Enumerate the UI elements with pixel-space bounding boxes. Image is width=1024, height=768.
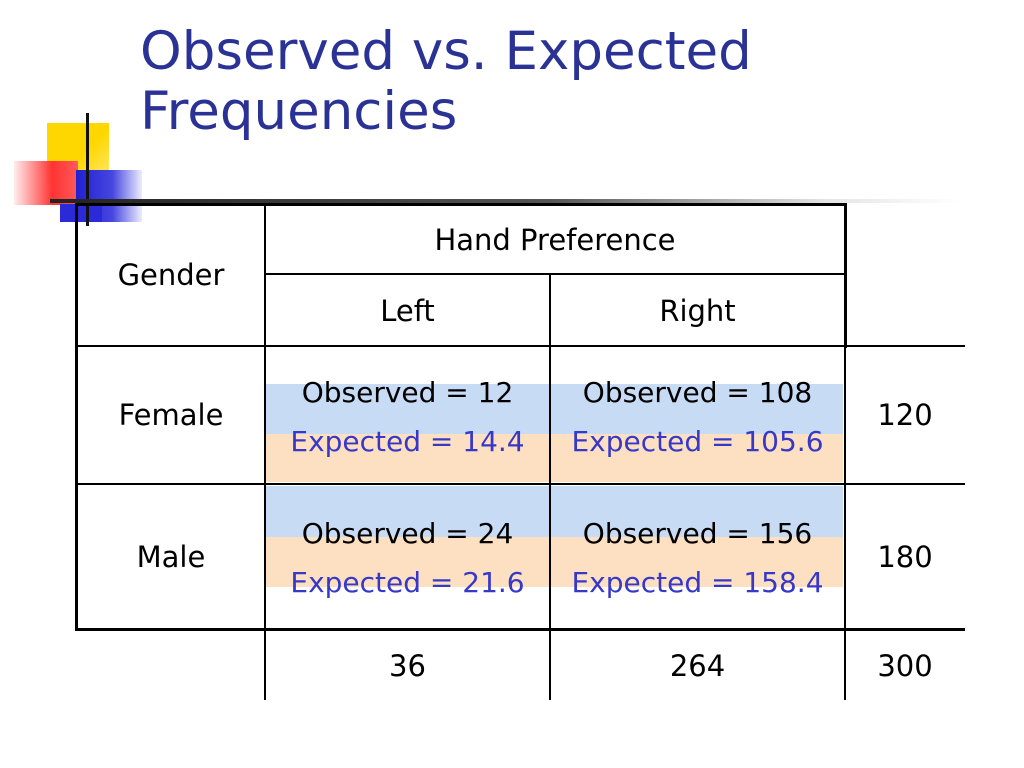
female-left-observed: Observed = 12	[301, 375, 514, 409]
grid-line-row-2	[78, 483, 965, 485]
slide-title: Observed vs. Expected Frequencies	[140, 22, 1000, 142]
row-label-female: Female	[118, 398, 224, 432]
table-border-left	[75, 203, 78, 631]
female-observed-band	[265, 384, 843, 434]
grand-total: 300	[877, 649, 933, 683]
grid-line-col-3	[844, 346, 846, 700]
female-left-expected: Expected = 14.4	[290, 424, 525, 458]
female-row-total: 120	[877, 398, 933, 432]
female-expected-band	[265, 434, 843, 482]
male-right-observed: Observed = 156	[582, 516, 813, 550]
right-column-total: 264	[669, 649, 726, 683]
female-right-expected: Expected = 105.6	[571, 424, 824, 458]
column-group-header: Hand Preference	[434, 223, 676, 257]
slide-title-line-2: Frequencies	[140, 81, 458, 142]
male-observed-band	[265, 486, 843, 537]
table-border-top	[75, 203, 847, 206]
left-column-total: 36	[389, 649, 426, 683]
grid-line-row-1	[78, 345, 965, 347]
male-right-expected: Expected = 158.4	[571, 565, 824, 599]
table-border-bottom	[75, 628, 965, 631]
row-label-male: Male	[136, 540, 206, 574]
male-left-expected: Expected = 21.6	[290, 565, 525, 599]
grid-line-header	[264, 273, 846, 275]
row-header-gender: Gender	[117, 258, 225, 292]
male-left-observed: Observed = 24	[301, 516, 514, 550]
slide-title-line-1: Observed vs. Expected	[140, 21, 752, 82]
table-border-right-upper	[844, 203, 847, 348]
male-row-total: 180	[877, 540, 933, 574]
column-header-right: Right	[659, 294, 736, 328]
grid-line-col-1	[264, 206, 266, 700]
grid-line-col-2	[549, 275, 551, 700]
female-right-observed: Observed = 108	[582, 375, 813, 409]
male-expected-band	[265, 537, 843, 587]
column-header-left: Left	[380, 294, 435, 328]
